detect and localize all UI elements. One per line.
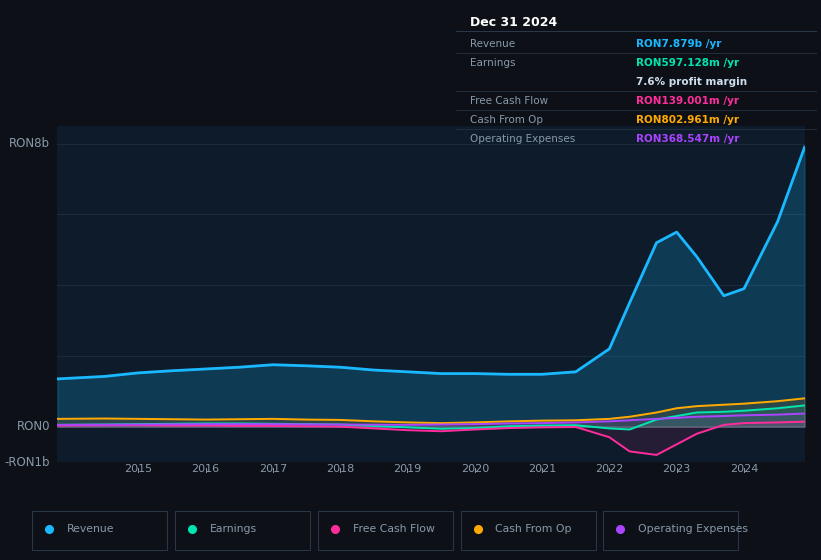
Text: RON597.128m /yr: RON597.128m /yr (636, 58, 740, 68)
Text: 2015: 2015 (124, 464, 153, 474)
Text: 2020: 2020 (461, 464, 488, 474)
Text: Earnings: Earnings (470, 58, 516, 68)
Text: 2016: 2016 (191, 464, 219, 474)
Text: 2022: 2022 (595, 464, 624, 474)
Text: Dec 31 2024: Dec 31 2024 (470, 16, 557, 29)
Text: RON7.879b /yr: RON7.879b /yr (636, 39, 722, 49)
Text: 2023: 2023 (663, 464, 690, 474)
Text: RON139.001m /yr: RON139.001m /yr (636, 96, 739, 106)
Text: RON368.547m /yr: RON368.547m /yr (636, 134, 740, 144)
Text: 2024: 2024 (730, 464, 758, 474)
Text: Cash From Op: Cash From Op (495, 524, 572, 534)
Text: Revenue: Revenue (470, 39, 516, 49)
Text: RON802.961m /yr: RON802.961m /yr (636, 115, 739, 125)
Text: Free Cash Flow: Free Cash Flow (470, 96, 548, 106)
Text: 2019: 2019 (393, 464, 422, 474)
Text: 7.6% profit margin: 7.6% profit margin (636, 77, 747, 87)
Text: Cash From Op: Cash From Op (470, 115, 544, 125)
Text: RON0: RON0 (16, 420, 50, 433)
Text: RON8b: RON8b (9, 137, 50, 150)
Text: Operating Expenses: Operating Expenses (470, 134, 576, 144)
Text: 2021: 2021 (528, 464, 556, 474)
Text: 2017: 2017 (259, 464, 287, 474)
Text: Operating Expenses: Operating Expenses (638, 524, 748, 534)
Text: Earnings: Earnings (210, 524, 257, 534)
Text: Revenue: Revenue (67, 524, 115, 534)
Text: -RON1b: -RON1b (4, 455, 50, 469)
Text: 2018: 2018 (326, 464, 355, 474)
Text: Free Cash Flow: Free Cash Flow (353, 524, 434, 534)
